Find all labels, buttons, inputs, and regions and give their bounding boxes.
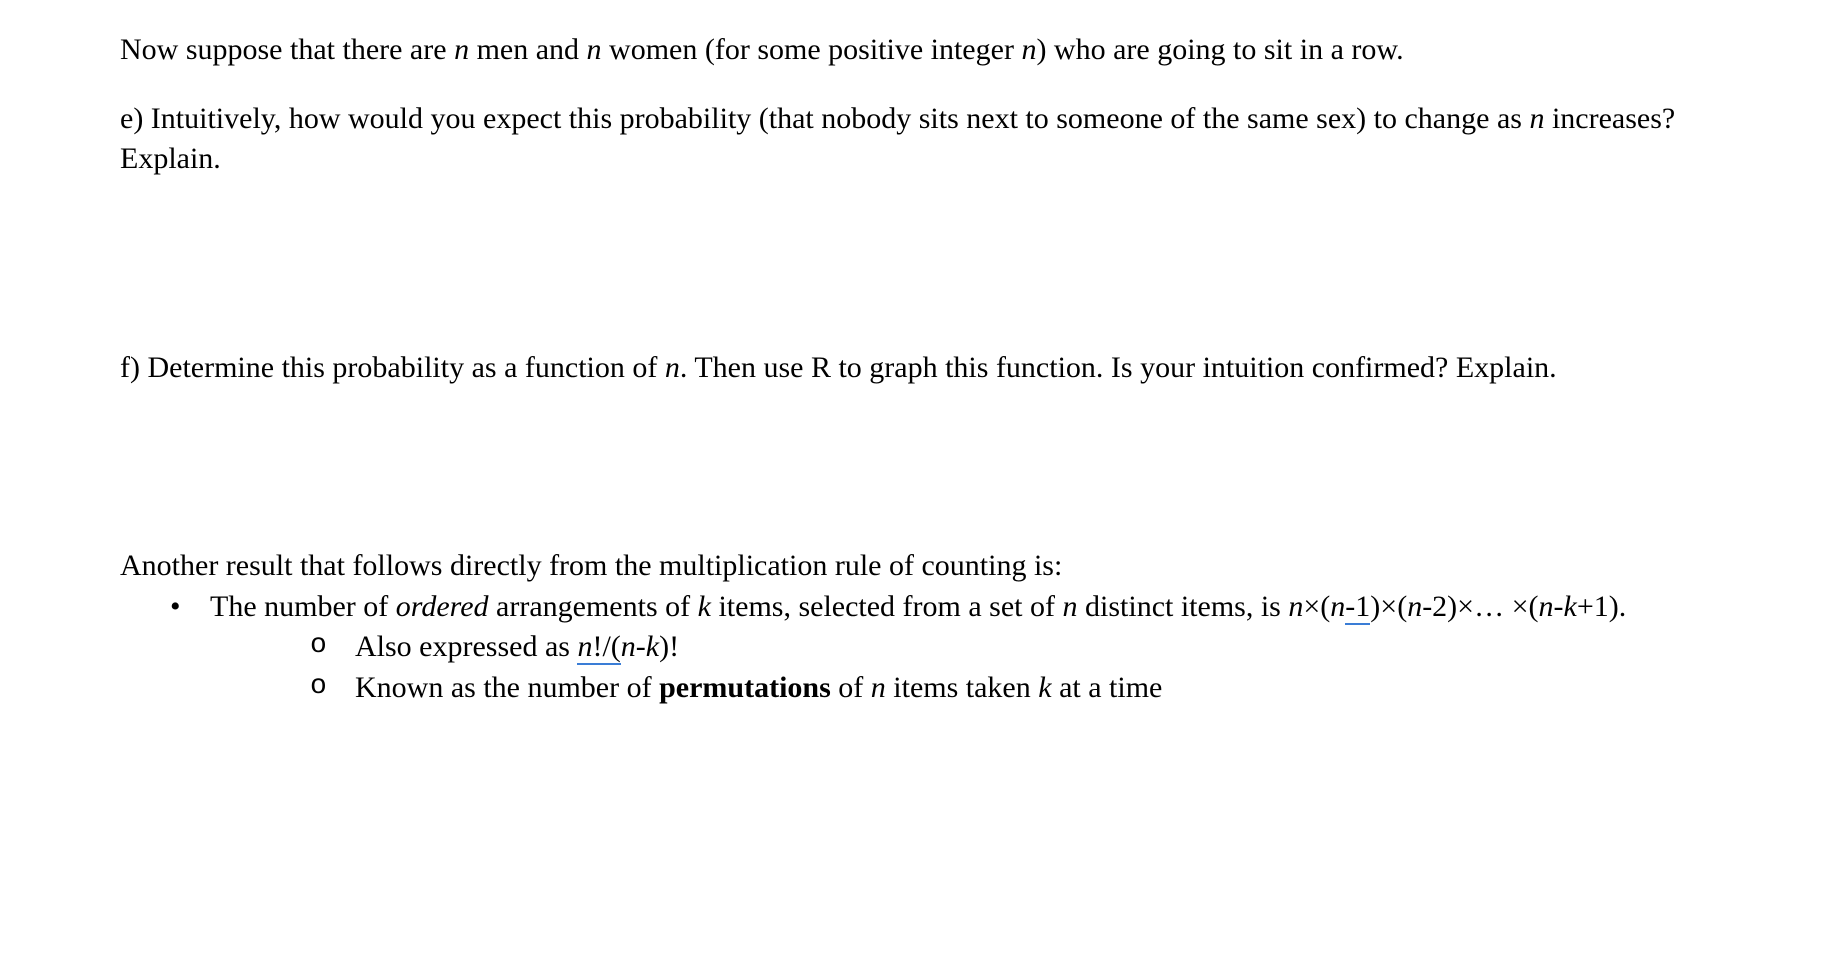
bullet-n1: n bbox=[1063, 590, 1078, 623]
bullet-n2: n bbox=[1288, 590, 1303, 623]
sub-item-1: Also expressed as n!/(n-k)! bbox=[310, 627, 1716, 668]
qf-text-1: f) Determine this probability as a funct… bbox=[120, 351, 665, 384]
spacing-gap-1 bbox=[120, 208, 1716, 348]
intro-text-3: women (for some positive integer bbox=[602, 33, 1022, 66]
sub2-text-2: of bbox=[831, 671, 871, 704]
qf-text-2: . Then use R to graph this function. Is … bbox=[680, 351, 1557, 384]
bullet-text-6: )×( bbox=[1370, 590, 1407, 623]
sub2-k: k bbox=[1038, 671, 1051, 704]
sub1-n-underlined: n bbox=[577, 630, 592, 665]
bullet-k1: k bbox=[698, 590, 711, 623]
qf-n: n bbox=[665, 351, 680, 384]
sub2-permutations: permutations bbox=[659, 671, 831, 704]
intro-n-3: n bbox=[1021, 33, 1036, 66]
bullet-n5: n bbox=[1539, 590, 1554, 623]
sub1-bang-underlined: !/( bbox=[592, 630, 620, 665]
result-intro: Another result that follows directly fro… bbox=[120, 546, 1716, 587]
sub2-text-4: at a time bbox=[1052, 671, 1163, 704]
question-e: e) Intuitively, how would you expect thi… bbox=[120, 99, 1716, 180]
qe-text-1: e) Intuitively, how would you expect thi… bbox=[120, 102, 1529, 135]
sub2-n: n bbox=[871, 671, 886, 704]
spacing-gap-2 bbox=[120, 416, 1716, 546]
bullet-n4: n bbox=[1407, 590, 1422, 623]
bullet-text-2: arrangements of bbox=[489, 590, 698, 623]
bullet-text-4: distinct items, is bbox=[1078, 590, 1289, 623]
bullet-ordered: ordered bbox=[396, 590, 489, 623]
bullet-list: The number of ordered arrangements of k … bbox=[120, 587, 1716, 709]
intro-text-1: Now suppose that there are bbox=[120, 33, 454, 66]
sub-item-2: Known as the number of permutations of n… bbox=[310, 668, 1716, 709]
result-block: Another result that follows directly fro… bbox=[120, 546, 1716, 708]
sub2-text-3: items taken bbox=[886, 671, 1038, 704]
bullet-text-8: - bbox=[1554, 590, 1564, 623]
intro-paragraph: Now suppose that there are n men and n w… bbox=[120, 30, 1716, 71]
sub-list: Also expressed as n!/(n-k)! Known as the… bbox=[210, 627, 1716, 708]
bullet-text-1: The number of bbox=[210, 590, 396, 623]
sub2-text-1: Known as the number of bbox=[355, 671, 659, 704]
intro-n-2: n bbox=[587, 33, 602, 66]
qe-n: n bbox=[1529, 102, 1544, 135]
bullet-text-7: -2)×… ×( bbox=[1422, 590, 1538, 623]
bullet-n3: n bbox=[1330, 590, 1345, 623]
bullet-text-3: items, selected from a set of bbox=[711, 590, 1063, 623]
sub1-nk: n-k bbox=[621, 630, 659, 663]
intro-text-2: men and bbox=[469, 33, 586, 66]
bullet-text-9: +1). bbox=[1577, 590, 1626, 623]
bullet-minus1-underlined: -1 bbox=[1345, 590, 1370, 625]
bullet-item: The number of ordered arrangements of k … bbox=[170, 587, 1716, 709]
intro-text-4: ) who are going to sit in a row. bbox=[1036, 33, 1403, 66]
sub1-text-1: Also expressed as bbox=[355, 630, 577, 663]
bullet-text-5: ×( bbox=[1303, 590, 1330, 623]
bullet-k2: k bbox=[1564, 590, 1577, 623]
sub1-text-2: )! bbox=[659, 630, 679, 663]
question-f: f) Determine this probability as a funct… bbox=[120, 348, 1716, 389]
intro-n-1: n bbox=[454, 33, 469, 66]
